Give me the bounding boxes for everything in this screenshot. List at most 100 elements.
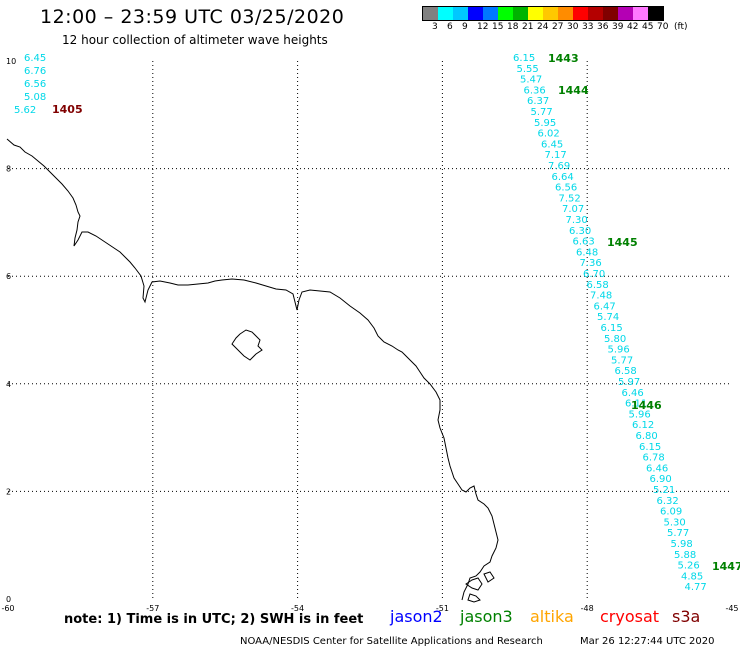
swh-value: 6.15 — [639, 442, 661, 453]
legend-label: 70 — [657, 22, 669, 32]
legend-swatch — [483, 7, 498, 20]
lat-tick-label: 6 — [6, 272, 11, 281]
legend-swatch — [633, 7, 648, 20]
lat-tick-label: 8 — [6, 165, 11, 174]
legend-label: 18 — [507, 22, 519, 32]
map-title: 12:00 – 23:59 UTC 03/25/2020 — [40, 6, 345, 28]
swh-value: 5.74 — [597, 312, 619, 323]
color-legend-labels: 3 6 9 12 15 18 21 24 27 30 33 36 39 42 45 70 (ft) — [422, 22, 740, 34]
track-time-label: 1445 — [607, 236, 638, 249]
legend-label: 24 — [537, 22, 549, 32]
swh-value: 5.77 — [667, 528, 689, 539]
swh-value: 6.58 — [615, 366, 637, 377]
satellite-jason3: jason3 — [460, 607, 513, 626]
legend-label: 27 — [552, 22, 564, 32]
satellite-altika: altika — [530, 607, 574, 626]
legend-swatch — [513, 7, 528, 20]
swh-value: 7.17 — [545, 150, 567, 161]
lon-tick-label: -57 — [146, 604, 159, 613]
lon-tick-label: -45 — [725, 604, 738, 613]
legend-swatch — [468, 7, 483, 20]
swh-value: 6.45 — [541, 139, 563, 150]
swh-value: 6.64 — [552, 172, 574, 183]
axis-tick-labels: -60 -57 -54 -51 -48 -45 0 2 4 6 8 10 — [1, 57, 738, 613]
swh-value: 6.09 — [660, 507, 682, 518]
lat-tick-label: 10 — [6, 57, 16, 66]
swh-value: 6.36 — [524, 85, 546, 96]
swh-value: 6.46 — [622, 388, 644, 399]
swh-value: 5.77 — [531, 107, 553, 118]
legend-swatch — [618, 7, 633, 20]
delta-islands — [465, 571, 495, 603]
legend-label: 12 — [477, 22, 489, 32]
lat-tick-label: 0 — [6, 595, 11, 604]
swh-value: 6.80 — [636, 431, 658, 442]
swh-value: 6.56 — [24, 79, 46, 90]
swh-value: 6.48 — [576, 247, 598, 258]
legend-swatch — [528, 7, 543, 20]
legend-swatch — [543, 7, 558, 20]
legend-label: 36 — [597, 22, 609, 32]
lon-tick-label: -48 — [581, 604, 594, 613]
legend-label: 42 — [627, 22, 639, 32]
lon-tick-label: -51 — [436, 604, 449, 613]
lat-tick-label: 2 — [6, 487, 11, 496]
swh-value: 6.56 — [555, 183, 577, 194]
legend-swatch — [438, 7, 453, 20]
swh-value: 5.55 — [517, 64, 539, 75]
legend-label: 21 — [522, 22, 534, 32]
lat-tick-label: 4 — [6, 380, 11, 389]
track-time-label: 1443 — [548, 52, 579, 65]
swh-value: 6.30 — [569, 226, 591, 237]
swh-value: 5.21 — [653, 485, 675, 496]
swh-value: 5.08 — [24, 92, 46, 103]
swh-value: 4.77 — [685, 582, 707, 593]
legend-unit: (ft) — [674, 22, 688, 32]
swh-value: 6.63 — [573, 237, 595, 248]
track-time-label: 1405 — [52, 103, 83, 116]
swh-value: 6.58 — [587, 280, 609, 291]
legend-label: 9 — [462, 22, 468, 32]
color-legend — [422, 6, 664, 21]
lon-tick-label: -54 — [291, 604, 304, 613]
swh-value: 5.80 — [604, 334, 626, 345]
swh-value: 6.90 — [650, 474, 672, 485]
coastline — [6, 138, 499, 603]
swh-value: 6.47 — [594, 301, 616, 312]
legend-swatch — [558, 7, 573, 20]
legend-label: 33 — [582, 22, 594, 32]
satellite-jason2: jason2 — [390, 607, 443, 626]
map-subtitle: 12 hour collection of altimeter wave hei… — [62, 33, 328, 47]
swh-value: 6.70 — [583, 269, 605, 280]
swh-value: 6.02 — [538, 129, 560, 140]
legend-swatch — [603, 7, 618, 20]
map-grid — [8, 61, 732, 599]
legend-label: 45 — [642, 22, 654, 32]
credit-line: NOAA/NESDIS Center for Satellite Applica… — [240, 636, 543, 647]
generation-timestamp: Mar 26 12:27:44 UTC 2020 — [580, 636, 715, 647]
island — [231, 329, 263, 361]
legend-label: 39 — [612, 22, 624, 32]
swh-value: 4.85 — [681, 571, 703, 582]
legend-label: 3 — [432, 22, 438, 32]
swh-value: 6.15 — [601, 323, 623, 334]
swh-value: 6.45 — [24, 53, 46, 64]
altimeter-track-west: 6.45 6.76 6.56 5.08 5.62 — [14, 53, 46, 116]
swh-value: 7.69 — [548, 161, 570, 172]
swh-value: 5.88 — [674, 550, 696, 561]
swh-value: 6.78 — [643, 453, 665, 464]
swh-value: 7.48 — [590, 291, 612, 302]
legend-swatch — [423, 7, 438, 20]
swh-value: 5.95 — [534, 118, 556, 129]
track-time-label: 1444 — [558, 84, 589, 97]
swh-value: 5.47 — [520, 75, 542, 86]
swh-value: 6.46 — [646, 463, 668, 474]
altimeter-track-east: 6.155.555.476.366.375.775.956.026.457.17… — [513, 53, 707, 593]
swh-value: 6.15 — [513, 53, 535, 64]
swh-value: 7.30 — [566, 215, 588, 226]
footer-note: note: 1) Time is in UTC; 2) SWH is in fe… — [64, 612, 364, 627]
swh-value: 6.37 — [527, 96, 549, 107]
coastline-main — [6, 138, 499, 601]
track-time-label: 1447 — [712, 560, 740, 573]
